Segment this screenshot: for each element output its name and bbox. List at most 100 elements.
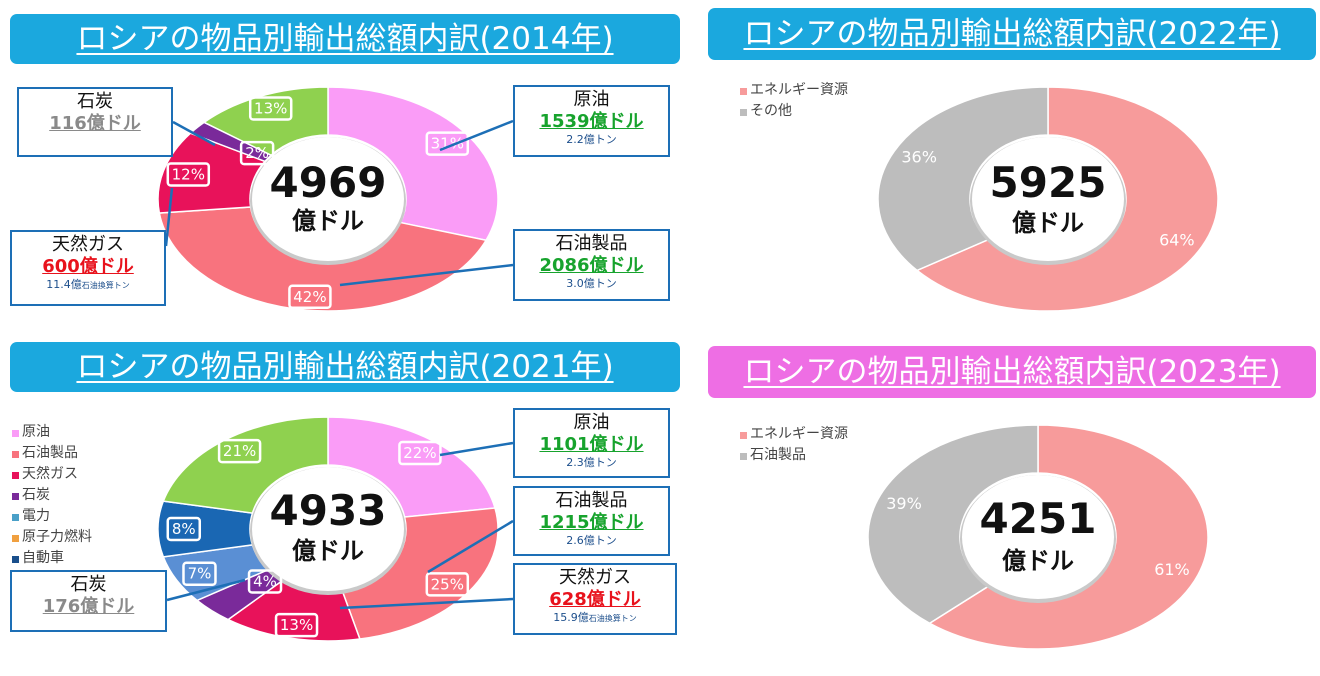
callout-value: 2086億ドル [539,255,644,276]
chart-panel-2021: ロシアの物品別輸出総額内訳(2021年) 22% 25% 13% 4% 7% 8% 21% 4… [0,340,690,676]
callout-label: 石炭 [70,574,107,595]
callout-value: 1539億ドル [539,111,644,132]
callout-sub: 3.0億トン [566,277,617,290]
legend-item: 原子力燃料 [12,525,92,546]
slice-label-box [425,131,470,156]
callout-products: 石油製品 2086億ドル 3.0億トン [513,229,670,301]
callout-coal: 石炭 176億ドル [10,570,167,632]
callout-value: 176億ドル [42,596,135,617]
callout-connector [172,120,216,147]
chart-title: ロシアの物品別輸出総額内訳(2022年) [708,8,1316,60]
slice-label-box [288,284,332,310]
callout-products: 石油製品 1215億ドル 2.6億トン [513,486,670,556]
chart-title: ロシアの物品別輸出総額内訳(2014年) [10,14,680,64]
slice-label-box [274,612,319,638]
slice-label: 8% [172,520,196,538]
center-total-value: 4251 [980,494,1097,543]
slice-label-box [239,140,275,166]
legend-item: 自動車 [12,546,92,567]
callout-sub-unit: 石油換算トン [81,281,130,290]
callout-sub: 11.4億石油換算トン [12,278,164,293]
callout-label: 原油 [573,89,610,110]
donut-hole [972,137,1124,261]
callout-label: 天然ガス [52,234,124,255]
slice-label: 39% [886,494,922,513]
slice-label-box [166,516,202,542]
center-total-unit: 億ドル [292,207,364,235]
callout-sub-unit: 石油換算トン [588,614,637,623]
legend-swatch [740,431,747,439]
slice-label-box [248,96,293,121]
slice-label-box [398,440,442,466]
donut-hole [252,137,404,261]
legend-item: 天然ガス [12,462,92,483]
legend-swatch [740,108,747,116]
slice-label: 13% [280,616,313,634]
callout-sub: 15.9億石油換算トン [515,611,675,626]
legend: エネルギー資源 石油製品 [740,422,848,464]
pie-slice [327,86,499,242]
legend-label: エネルギー資源 [750,81,848,98]
slice-label: 36% [901,147,937,166]
pie-slice [162,416,329,514]
callout-value: 600億ドル [42,256,134,277]
pie-slice [202,86,329,157]
legend-label: 天然ガス [22,465,78,482]
slice-label: 61% [1154,560,1190,579]
callout-label: 石炭 [77,91,113,112]
callout-sub-amount: 15.9億 [553,611,589,624]
legend-label: 電力 [22,507,50,524]
slice-label-box [182,561,217,586]
legend-label: 石油製品 [750,446,806,463]
slice-label: 7% [188,565,212,583]
chart-title: ロシアの物品別輸出総額内訳(2023年) [708,346,1316,398]
chart-panel-2023: ロシアの物品別輸出総額内訳(2023年) 61% 39% 4251 億ドル エネルギー… [700,340,1320,676]
slice-label-box [247,569,283,594]
slice-label: 21% [223,442,256,460]
legend-swatch [12,471,19,479]
pie-slice [877,86,1049,272]
donut-chart: 61% 39% 4251 億ドル [867,424,1209,650]
legend-item: 石油製品 [12,441,92,462]
callout-coal: 石炭 116億ドル [17,87,173,157]
legend-swatch [12,450,19,458]
legend-label: エネルギー資源 [750,425,848,442]
chart-panel-2014: ロシアの物品別輸出総額内訳(2014年) 31% 42% 12% 2% 13% 4969 億… [0,0,680,330]
legend-item: 石炭 [12,483,92,504]
callout-connector [164,187,174,247]
callout-label: 石油製品 [555,490,628,511]
callout-connector [439,441,514,457]
slice-label: 42% [293,288,326,306]
callout-label: 石油製品 [555,233,628,254]
legend-label: 自動車 [22,549,64,566]
callout-gas: 天然ガス 600億ドル 11.4億石油換算トン [10,230,166,306]
legend-swatch [12,492,19,500]
legend-item: 石油製品 [740,443,848,464]
callout-label: 天然ガス [559,567,631,588]
callout-crude: 原油 1539億ドル 2.2億トン [513,85,670,157]
callout-value: 1215億ドル [539,512,644,533]
center-total-unit: 億ドル [1012,209,1084,237]
callout-connector [439,119,514,152]
slice-label: 13% [254,100,287,118]
legend-label: 石炭 [22,486,50,503]
legend-label: 原子力燃料 [22,528,92,545]
callout-value: 628億ドル [549,589,641,610]
callout-value: 116億ドル [49,113,141,134]
chart-panel-2022: ロシアの物品別輸出総額内訳(2022年) 64% 36% 5925 億ドル エネルギー… [700,0,1320,330]
callout-connector [339,597,514,610]
legend-swatch [12,429,19,437]
callout-crude: 原油 1101億ドル 2.3億トン [513,408,670,478]
legend-item: エネルギー資源 [740,78,848,99]
legend-item: 原油 [12,420,92,441]
callout-sub: 2.6億トン [566,534,617,547]
legend: 原油 石油製品 天然ガス 石炭 電力 原子力燃料 自動車 [12,420,92,567]
legend-label: その他 [750,102,792,119]
callout-sub: 2.3億トン [566,456,617,469]
donut-hole [962,475,1114,599]
center-total-unit: 億ドル [292,537,364,565]
slice-label: 64% [1159,231,1195,250]
legend-item: エネルギー資源 [740,422,848,443]
